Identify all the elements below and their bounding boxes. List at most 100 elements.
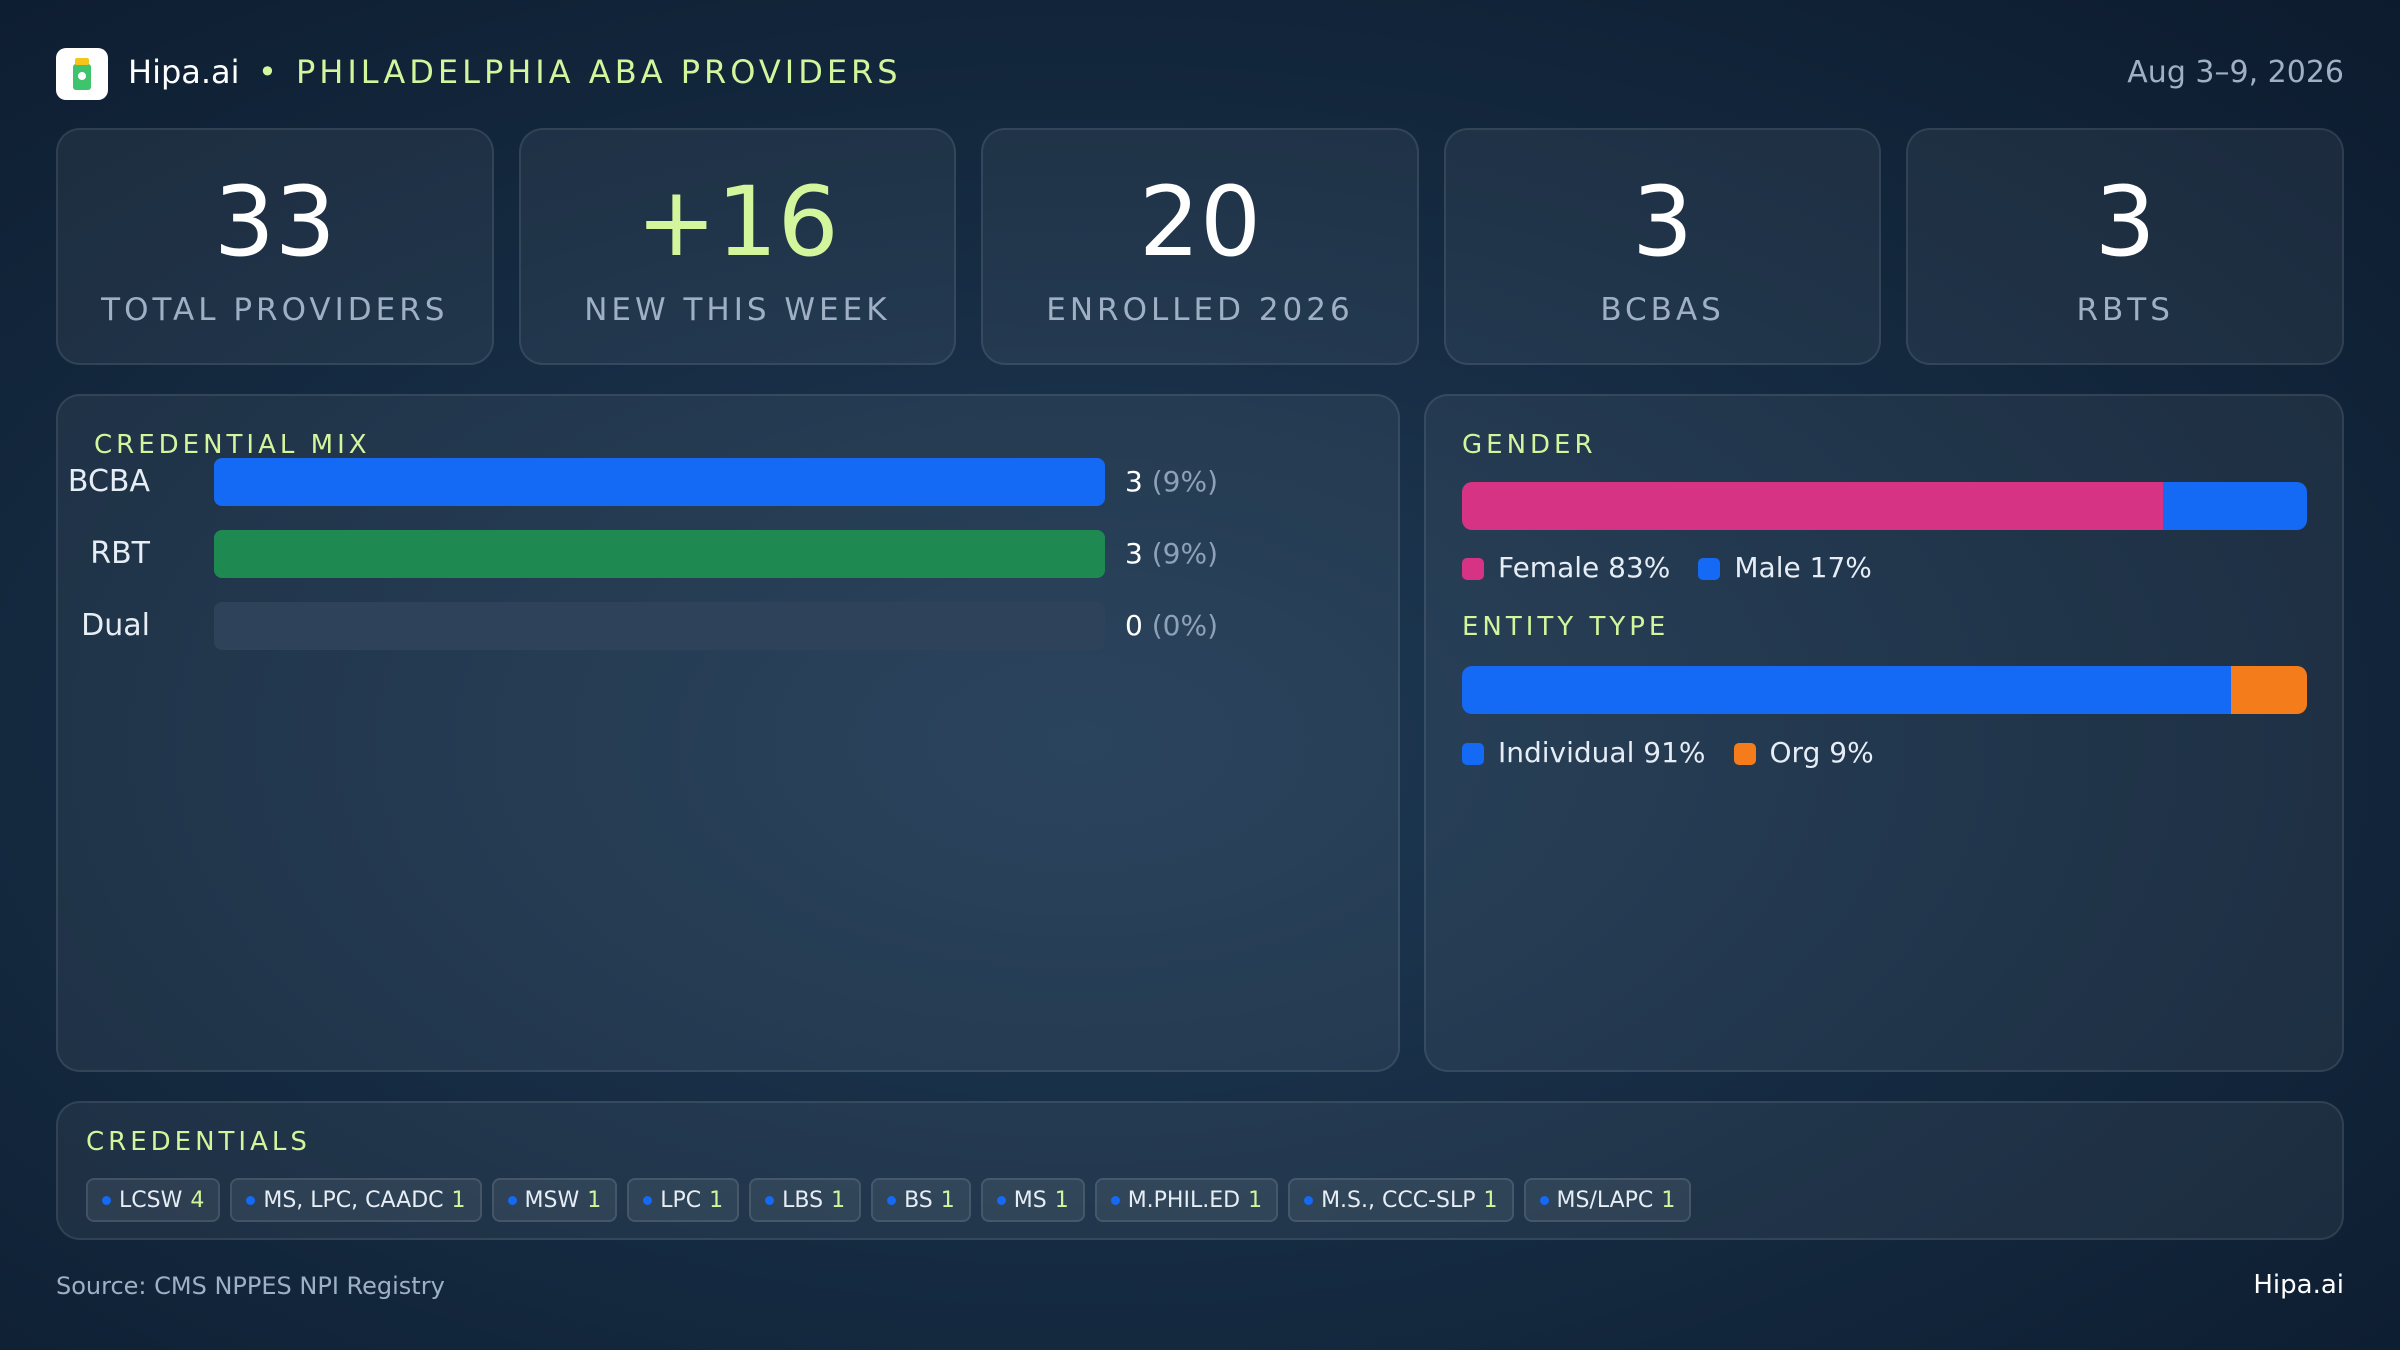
credential-chip: LPC 1 bbox=[627, 1178, 740, 1222]
chip-count: 1 bbox=[1661, 1187, 1676, 1213]
logo-icon bbox=[73, 58, 91, 90]
bar-label: BCBA bbox=[67, 464, 150, 499]
chip-name: BS bbox=[904, 1187, 933, 1213]
panel-title: CREDENTIALS bbox=[86, 1127, 311, 1157]
credential-chip: MS 1 bbox=[980, 1178, 1085, 1222]
kpi-card: 33 TOTAL PROVIDERS bbox=[56, 128, 494, 365]
chip-dot bbox=[765, 1195, 775, 1205]
chip-dot bbox=[102, 1195, 111, 1205]
bar bbox=[214, 530, 1105, 578]
legend-value: 91% bbox=[1643, 736, 1706, 769]
legend-swatch bbox=[1462, 743, 1484, 765]
legend-item: Individual 91% bbox=[1462, 736, 1706, 769]
legend: Individual 91% Org 9% bbox=[1462, 736, 1874, 769]
chip-dot bbox=[507, 1195, 517, 1205]
footer-brand: Hipa.ai bbox=[2253, 1270, 2344, 1300]
credential-chip: BS 1 bbox=[871, 1178, 971, 1222]
legend-value: 9% bbox=[1829, 736, 1874, 769]
bar-value: 0 (0%) bbox=[1125, 602, 1218, 650]
brand: Hipa.ai bbox=[128, 53, 240, 91]
chip-dot bbox=[1304, 1195, 1314, 1205]
chip-name: LCSW bbox=[119, 1187, 183, 1213]
chip-dot bbox=[887, 1195, 897, 1205]
bar bbox=[214, 458, 1105, 506]
share: (9%) bbox=[1151, 537, 1219, 570]
credential-chip: LCSW 4 bbox=[86, 1178, 221, 1222]
chip-count: 1 bbox=[1248, 1187, 1263, 1213]
chip-dot bbox=[1110, 1195, 1120, 1205]
bar-segment bbox=[2163, 482, 2307, 530]
page-title: PHILADELPHIA ABA PROVIDERS bbox=[296, 53, 902, 91]
legend-name: Female bbox=[1498, 551, 1600, 584]
logo bbox=[56, 48, 108, 100]
chip-name: MSW bbox=[524, 1187, 580, 1213]
legend-swatch bbox=[1462, 558, 1484, 580]
kpi-label: TOTAL PROVIDERS bbox=[101, 291, 449, 328]
kpi-card: 3 RBTS bbox=[1906, 128, 2344, 365]
legend-value: 83% bbox=[1608, 551, 1671, 584]
legend-item: Female 83% bbox=[1462, 551, 1670, 584]
credential-chip: LBS 1 bbox=[749, 1178, 862, 1222]
chip-name: LBS bbox=[782, 1187, 824, 1213]
chip-list: LCSW 4 MS, LPC, CAADC 1 MSW 1 LPC 1 LBS 1 BS 1 MS 1 M.… bbox=[86, 1178, 1692, 1222]
chip-name: MS/LAPC bbox=[1556, 1187, 1654, 1213]
kpi-value: 33 bbox=[213, 165, 336, 278]
count: 0 bbox=[1125, 609, 1143, 642]
kpi-card: 20 ENROLLED 2026 bbox=[981, 128, 1419, 365]
share: (9%) bbox=[1151, 465, 1219, 498]
bar-label: Dual bbox=[81, 608, 150, 643]
credential-chip: MS, LPC, CAADC 1 bbox=[230, 1178, 482, 1222]
bar-segment bbox=[1462, 666, 2231, 714]
kpi-label: ENROLLED 2026 bbox=[1046, 291, 1354, 328]
legend-swatch bbox=[1698, 558, 1721, 580]
chip-count: 1 bbox=[1054, 1187, 1069, 1213]
legend-swatch bbox=[1733, 743, 1756, 765]
chip-count: 1 bbox=[940, 1187, 955, 1213]
date-range: Aug 3–9, 2026 bbox=[2127, 55, 2344, 90]
chip-dot bbox=[1539, 1195, 1549, 1205]
chip-name: M.PHIL.ED bbox=[1127, 1187, 1241, 1213]
panel-title: ENTITY TYPE bbox=[1462, 612, 1670, 642]
bar-segment bbox=[1462, 482, 2164, 530]
legend-name: Male bbox=[1734, 551, 1801, 584]
credential-chip: MSW 1 bbox=[491, 1178, 618, 1222]
credentials-panel: CREDENTIALS LCSW 4 MS, LPC, CAADC 1 MSW 1 LPC 1… bbox=[56, 1101, 2344, 1240]
legend-name: Individual bbox=[1498, 736, 1635, 769]
kpi-row: 33 TOTAL PROVIDERS +16 NEW THIS WEEK 20 ENROL… bbox=[56, 128, 2344, 365]
count: 3 bbox=[1125, 537, 1143, 570]
chip-name: LPC bbox=[660, 1187, 702, 1213]
chip-count: 1 bbox=[587, 1187, 602, 1213]
chip-count: 1 bbox=[451, 1187, 466, 1213]
chip-name: MS bbox=[1013, 1187, 1047, 1213]
source: Source: CMS NPPES NPI Registry bbox=[56, 1272, 445, 1300]
chip-dot bbox=[996, 1195, 1006, 1205]
kpi-value: 3 bbox=[1632, 165, 1694, 278]
bar-label: RBT bbox=[90, 536, 150, 571]
kpi-value: 20 bbox=[1138, 165, 1262, 278]
count: 3 bbox=[1125, 465, 1143, 498]
panel-title: CREDENTIAL MIX bbox=[94, 430, 371, 460]
legend-item: Male 17% bbox=[1698, 551, 1872, 584]
kpi-card: 3 BCBAS bbox=[1443, 128, 1882, 365]
legend-item: Org 9% bbox=[1733, 736, 1874, 769]
kpi-label: BCBAS bbox=[1600, 291, 1725, 328]
bar-row: Dual 0 (0%) bbox=[58, 602, 1358, 650]
chip-name: MS, LPC, CAADC bbox=[263, 1187, 444, 1213]
panel-title: GENDER bbox=[1462, 430, 1597, 460]
chip-count: 1 bbox=[1483, 1187, 1498, 1213]
stacked-bar bbox=[1462, 666, 2307, 714]
chip-count: 4 bbox=[190, 1187, 205, 1213]
separator: • bbox=[258, 53, 277, 91]
kpi-value: 3 bbox=[2094, 165, 2156, 278]
bar-segment bbox=[2230, 666, 2307, 714]
kpi-card: +16 NEW THIS WEEK bbox=[518, 128, 957, 365]
demographics-panel: GENDER ENTITY TYPE Female 83% Male 17% Ind… bbox=[1424, 394, 2344, 1072]
kpi-label: NEW THIS WEEK bbox=[584, 291, 891, 328]
bar-track bbox=[214, 458, 1105, 506]
bar-value: 3 (9%) bbox=[1125, 458, 1218, 506]
bar-row: RBT 3 (9%) bbox=[58, 530, 1358, 578]
bar-value: 3 (9%) bbox=[1125, 530, 1218, 578]
bar-row: BCBA 3 (9%) bbox=[58, 458, 1358, 506]
chip-dot bbox=[246, 1195, 256, 1205]
